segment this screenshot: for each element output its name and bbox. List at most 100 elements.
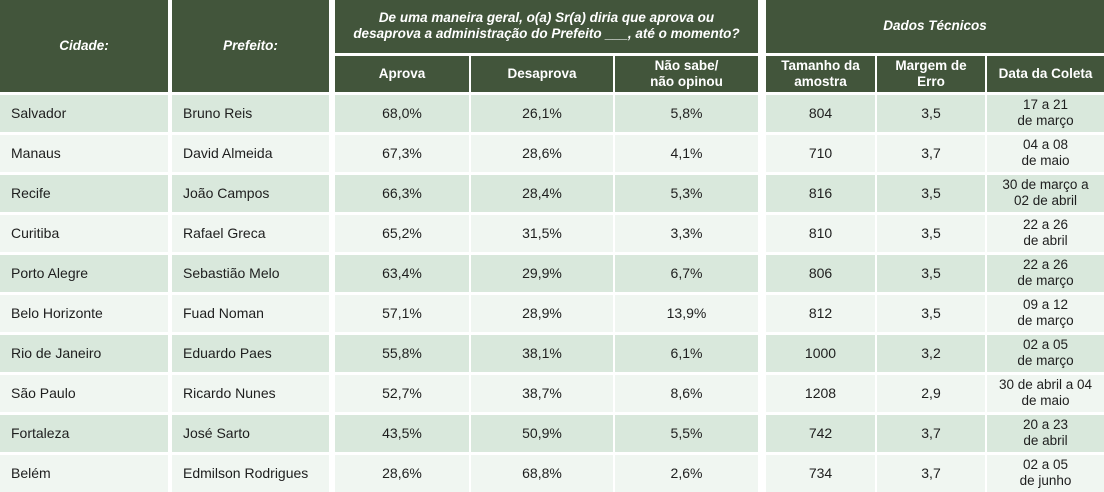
no-opinion-cell: 5,8% [614,93,766,135]
city-cell: Porto Alegre [0,253,172,295]
margin-of-error-cell: 3,5 [876,93,987,135]
collection-date-cell: 22 a 26 de abril [986,213,1104,255]
approve-cell: 63,4% [332,253,471,295]
approve-cell: 66,3% [332,173,471,215]
mayor-cell: David Almeida [170,133,335,175]
sample-size-cell: 710 [762,133,877,175]
sample-size-cell: 1000 [762,333,877,375]
table-row: Belo Horizonte Fuad Noman 57,1% 28,9% 13,9% 8… [0,293,1104,335]
city-cell: Rio de Janeiro [0,333,172,375]
mayor-cell: Eduardo Paes [170,333,335,375]
disapprove-cell: 38,1% [470,333,615,375]
disapprove-cell: 28,4% [470,173,615,215]
margin-of-error-cell: 3,5 [876,253,987,295]
table-row: Porto Alegre Sebastião Melo 63,4% 29,9% 6,7%… [0,253,1104,295]
collection-date-cell: 02 a 05 de março [986,333,1104,375]
disapprove-cell: 68,8% [470,453,615,492]
mayor-cell: Bruno Reis [170,93,335,135]
disapprove-column-header: Desaprova [470,54,615,95]
mayor-cell: Fuad Noman [170,293,335,335]
mayor-cell: Sebastião Melo [170,253,335,295]
city-cell: Curitiba [0,213,172,255]
no-opinion-cell: 5,3% [614,173,766,215]
no-opinion-cell: 6,1% [614,333,766,375]
mayor-cell: Edmilson Rodrigues [170,453,335,492]
approve-cell: 68,0% [332,93,471,135]
sample-size-cell: 816 [762,173,877,215]
approve-cell: 52,7% [332,373,471,415]
city-column-header: Cidade: [0,0,172,95]
collection-date-cell: 22 a 26 de março [986,253,1104,295]
table-row: Belém Edmilson Rodrigues 28,6% 68,8% 2,6% 734… [0,453,1104,492]
margin-of-error-cell: 2,9 [876,373,987,415]
table-row: Curitiba Rafael Greca 65,2% 31,5% 3,3% 810 3,5… [0,213,1104,255]
disapprove-cell: 28,6% [470,133,615,175]
sample-size-cell: 804 [762,93,877,135]
city-cell: Belém [0,453,172,492]
disapprove-cell: 26,1% [470,93,615,135]
no-opinion-cell: 8,6% [614,373,766,415]
approve-cell: 67,3% [332,133,471,175]
approve-cell: 43,5% [332,413,471,455]
collection-date-cell: 04 a 08 de maio [986,133,1104,175]
sample-size-cell: 806 [762,253,877,295]
collection-date-cell: 30 de abril a 04 de maio [986,373,1104,415]
margin-of-error-cell: 3,7 [876,453,987,492]
sample-size-cell: 810 [762,213,877,255]
no-opinion-cell: 2,6% [614,453,766,492]
disapprove-cell: 28,9% [470,293,615,335]
approval-question-header: De uma maneira geral, o(a) Sr(a) diria q… [332,0,766,56]
margin-of-error-cell: 3,7 [876,413,987,455]
city-cell: São Paulo [0,373,172,415]
city-cell: Belo Horizonte [0,293,172,335]
table-row: Salvador Bruno Reis 68,0% 26,1% 5,8% 804 3,5 17… [0,93,1104,135]
disapprove-cell: 31,5% [470,213,615,255]
table-row: Manaus David Almeida 67,3% 28,6% 4,1% 710 3,7 0… [0,133,1104,175]
margin-of-error-cell: 3,5 [876,173,987,215]
sample-size-column-header: Tamanho da amostra [762,54,877,95]
margin-of-error-cell: 3,2 [876,333,987,375]
mayor-cell: Ricardo Nunes [170,373,335,415]
margin-of-error-cell: 3,7 [876,133,987,175]
collection-date-column-header: Data da Coleta [986,54,1104,95]
approve-cell: 65,2% [332,213,471,255]
sample-size-cell: 742 [762,413,877,455]
collection-date-cell: 30 de março a 02 de abril [986,173,1104,215]
no-opinion-cell: 13,9% [614,293,766,335]
table-row: Rio de Janeiro Eduardo Paes 55,8% 38,1% 6,1%… [0,333,1104,375]
margin-of-error-cell: 3,5 [876,213,987,255]
table-row: Fortaleza José Sarto 43,5% 50,9% 5,5% 742 3,7 2… [0,413,1104,455]
table-body: Salvador Bruno Reis 68,0% 26,1% 5,8% 804 3,5 17… [0,93,1104,492]
approve-cell: 28,6% [332,453,471,492]
city-cell: Recife [0,173,172,215]
margin-of-error-cell: 3,5 [876,293,987,335]
mayor-cell: José Sarto [170,413,335,455]
approve-cell: 57,1% [332,293,471,335]
approve-cell: 55,8% [332,333,471,375]
no-opinion-cell: 6,7% [614,253,766,295]
sample-size-cell: 812 [762,293,877,335]
margin-of-error-column-header: Margem de Erro [876,54,987,95]
mayor-cell: Rafael Greca [170,213,335,255]
table-row: Recife João Campos 66,3% 28,4% 5,3% 816 3,5 30 … [0,173,1104,215]
sample-size-cell: 734 [762,453,877,492]
no-opinion-cell: 5,5% [614,413,766,455]
no-opinion-column-header: Não sabe/ não opinou [614,54,766,95]
no-opinion-cell: 4,1% [614,133,766,175]
city-cell: Manaus [0,133,172,175]
approve-column-header: Aprova [332,54,471,95]
technical-data-header: Dados Técnicos [762,0,1104,56]
sample-size-cell: 1208 [762,373,877,415]
table-row: São Paulo Ricardo Nunes 52,7% 38,7% 8,6% 1208… [0,373,1104,415]
mayor-column-header: Prefeito: [170,0,335,95]
collection-date-cell: 20 a 23 de abril [986,413,1104,455]
collection-date-cell: 02 a 05 de junho [986,453,1104,492]
disapprove-cell: 38,7% [470,373,615,415]
city-cell: Salvador [0,93,172,135]
collection-date-cell: 17 a 21 de março [986,93,1104,135]
disapprove-cell: 50,9% [470,413,615,455]
collection-date-cell: 09 a 12 de março [986,293,1104,335]
disapprove-cell: 29,9% [470,253,615,295]
